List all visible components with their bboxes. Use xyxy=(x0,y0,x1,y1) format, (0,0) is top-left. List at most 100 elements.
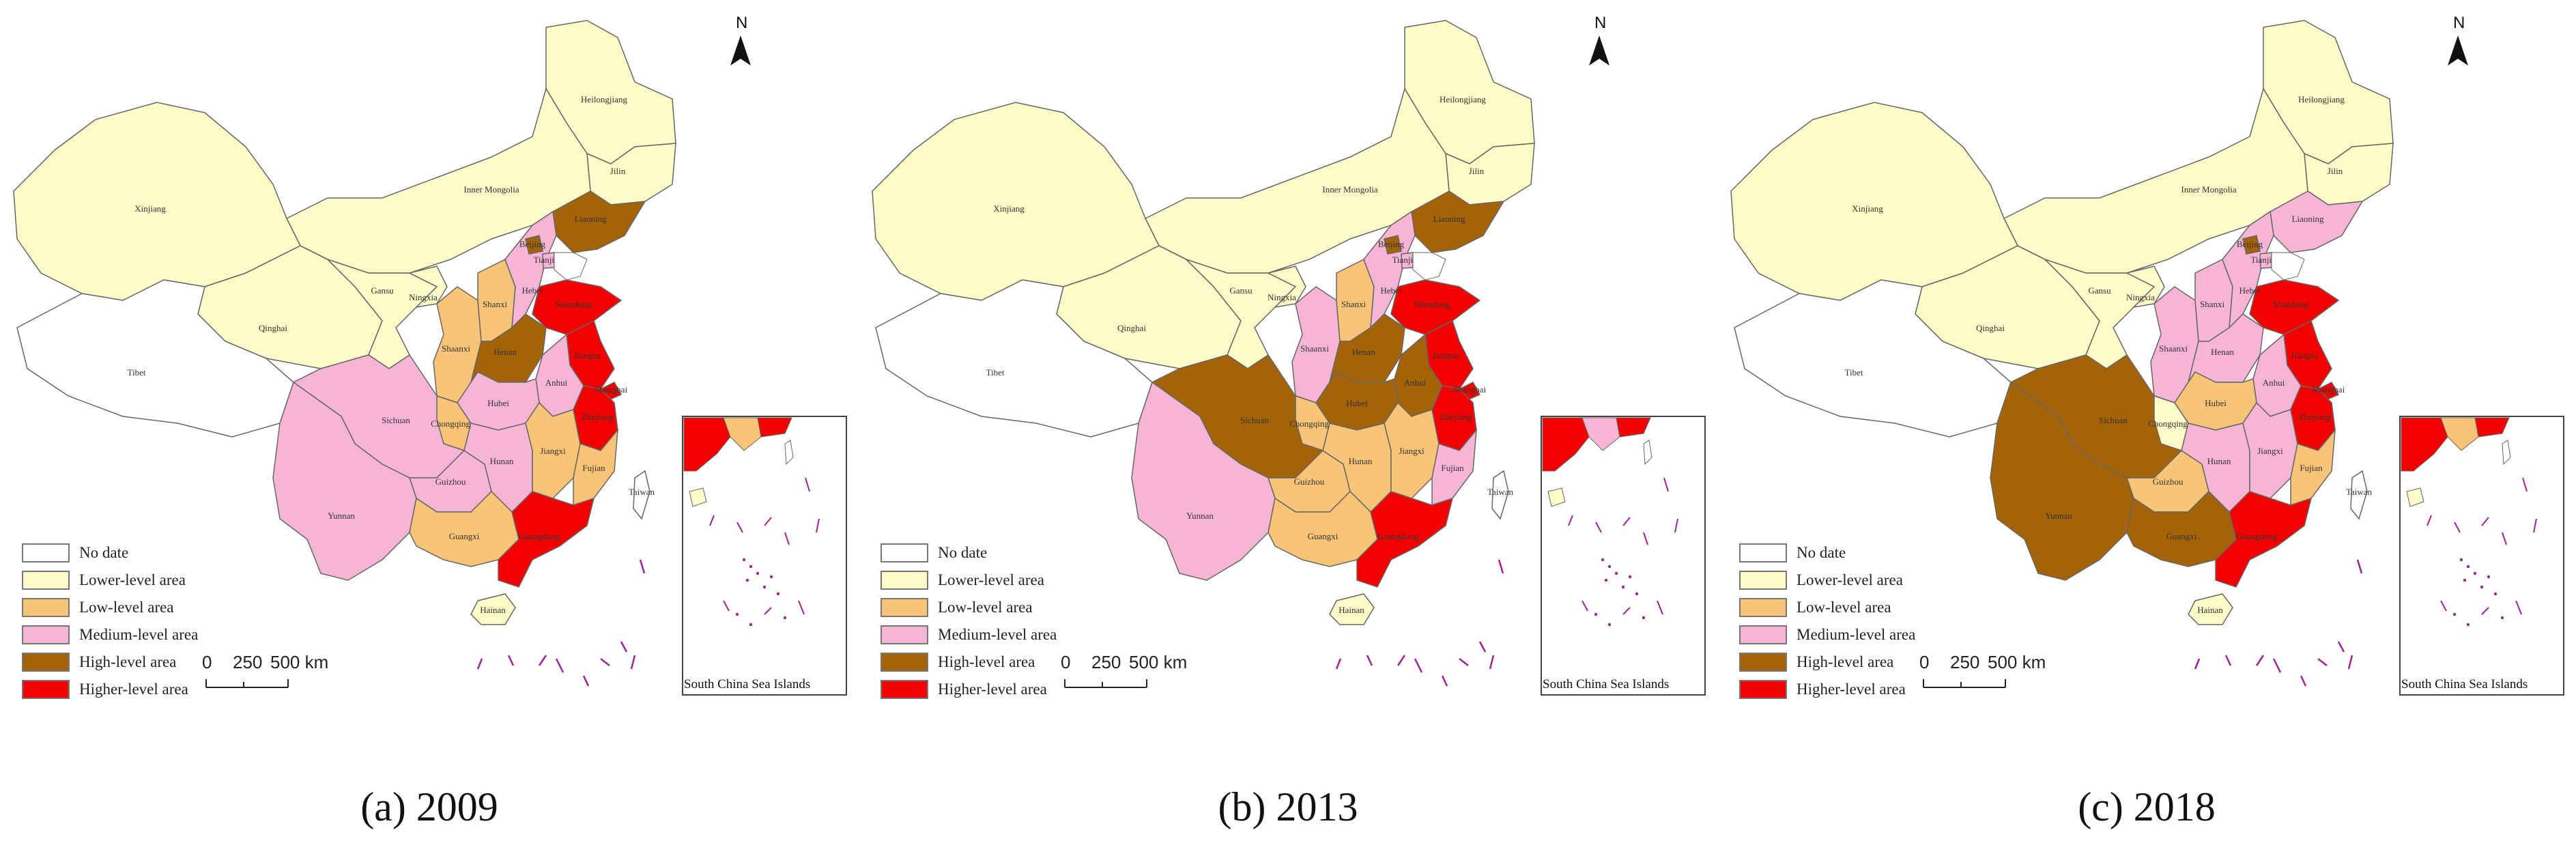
island-dot xyxy=(742,558,746,562)
legend-item: High-level area xyxy=(22,648,198,676)
map-caption: (c) 2018 xyxy=(2078,784,2216,829)
legend-item: Low-level area xyxy=(22,594,198,621)
map-caption: (b) 2013 xyxy=(1218,784,1358,829)
legend-swatch xyxy=(881,571,928,590)
province-label: Zhejiang xyxy=(582,412,614,422)
province-label: Guangxi xyxy=(1308,531,1339,541)
province-tibet xyxy=(875,279,1153,438)
legend-label: Lower-level area xyxy=(1797,571,1903,588)
province-label: Hubei xyxy=(2205,398,2227,408)
province-label: Jiangxi xyxy=(540,446,566,456)
province-beijing xyxy=(2242,235,2261,255)
legend-swatch xyxy=(1739,598,1787,617)
north-arrow-icon xyxy=(730,35,751,66)
inset-boundary-dash xyxy=(2533,518,2537,533)
legend-label: Lower-level area xyxy=(79,571,186,588)
province-label: Jiangsu xyxy=(1433,350,1460,360)
island-dot xyxy=(776,592,780,596)
province-label: Anhui xyxy=(1404,377,1427,388)
province-label: Guangxi xyxy=(449,531,480,541)
province-yunnan xyxy=(272,381,417,581)
north-arrow-icon xyxy=(1589,35,1609,66)
scs-boundary-dash xyxy=(507,655,515,666)
province-label: Hunan xyxy=(1349,456,1373,466)
legend-item: Medium-level area xyxy=(881,621,1057,648)
legend-item: No date xyxy=(1739,539,1915,567)
island-dot xyxy=(783,616,787,620)
legend-swatch xyxy=(22,543,70,562)
inset-taiwan xyxy=(2502,440,2511,466)
legend-item: Higher-level area xyxy=(881,676,1057,703)
scs-boundary-dash xyxy=(600,658,610,666)
province-label: Hunan xyxy=(2207,456,2231,466)
legend-label: Higher-level area xyxy=(938,681,1047,698)
province-hainan xyxy=(1329,593,1375,625)
map-caption: (a) 2009 xyxy=(360,784,498,829)
province-label: Liaoning xyxy=(1433,214,1465,224)
province-guangdong xyxy=(498,491,595,588)
province-hebei xyxy=(504,210,557,329)
legend-label: No date xyxy=(79,544,129,561)
map-panel-2009: Heilongjiang Jilin Liaoning Inner Mongolia X… xyxy=(0,0,859,856)
scale-tick-label: 0 xyxy=(1919,652,1930,672)
province-yunnan xyxy=(1131,381,1276,581)
legend: No date Lower-level area Low-level area Med… xyxy=(1739,539,1915,703)
map-svg: Heilongjiang Jilin Liaoning Inner Mongolia X… xyxy=(1730,20,2564,696)
province-label: Guangdong xyxy=(519,531,560,541)
legend-swatch xyxy=(881,680,928,699)
inset-boundary-dash xyxy=(764,607,772,615)
legend-item: High-level area xyxy=(1739,648,1915,676)
province-label: Chongqing xyxy=(2148,418,2188,429)
inset-boundary-dash xyxy=(2522,477,2528,492)
province-label: Shandong xyxy=(2273,299,2309,309)
province-label: Inner Mongolia xyxy=(2181,184,2236,195)
scs-boundary-dash xyxy=(582,675,590,687)
province-label: Guizhou xyxy=(1294,476,1325,487)
inset-fujian xyxy=(2440,417,2479,451)
province-label: Ningxia xyxy=(409,292,438,302)
province-label: Zhejiang xyxy=(2299,412,2331,422)
island-dot xyxy=(1607,623,1612,627)
legend-swatch xyxy=(881,653,928,672)
province-label: Henan xyxy=(1352,347,1375,357)
province-label: Hainan xyxy=(2197,605,2223,615)
scs-boundary-dash xyxy=(1414,658,1423,673)
legend-label: Medium-level area xyxy=(1797,626,1916,643)
island-dot xyxy=(2493,592,2498,596)
scs-boundary-dash xyxy=(1498,559,1504,574)
scale-tick-label: 250 xyxy=(1091,652,1121,672)
island-dot xyxy=(749,565,753,569)
legend-swatch xyxy=(22,625,70,644)
scale-tick-label: 0 xyxy=(202,652,212,672)
island-dot xyxy=(1635,592,1639,596)
legend-label: Low-level area xyxy=(938,599,1033,616)
province-label: Jilin xyxy=(1469,166,1485,176)
inset-boundary-dash xyxy=(1595,522,1602,533)
legend-label: High-level area xyxy=(938,653,1035,670)
province-label: Yunnan xyxy=(328,511,355,521)
scs-boundary-dash xyxy=(2194,658,2201,670)
province-liaoning xyxy=(2270,190,2364,253)
inset-boundary-dash xyxy=(2481,517,2489,526)
province-hebei xyxy=(2222,210,2274,329)
province-label: Shaanxi xyxy=(2159,343,2188,354)
legend-label: Lower-level area xyxy=(938,571,1044,588)
province-gansu xyxy=(2017,245,2156,369)
province-label: Xinjiang xyxy=(1852,203,1883,214)
inset-boundary-dash xyxy=(805,477,810,492)
inset-taiwan xyxy=(784,440,794,466)
inset-frame xyxy=(2399,416,2564,696)
legend-item: No date xyxy=(881,539,1057,567)
province-label: Fujian xyxy=(2300,463,2323,473)
island-dot xyxy=(735,612,739,616)
bohai-sea xyxy=(2271,252,2305,281)
legend-label: Medium-level area xyxy=(938,626,1057,643)
province-label: Shandong xyxy=(1414,299,1450,309)
province-label: Beijing xyxy=(519,239,546,249)
inset-boundary-dash xyxy=(1582,600,1588,612)
province-label: Chongqing xyxy=(1289,418,1329,429)
legend-swatch xyxy=(1739,653,1787,672)
inset-boundary-dash xyxy=(2502,532,2507,545)
legend-label: Higher-level area xyxy=(1797,681,1906,698)
inset-boundary-dash xyxy=(1568,515,1573,526)
